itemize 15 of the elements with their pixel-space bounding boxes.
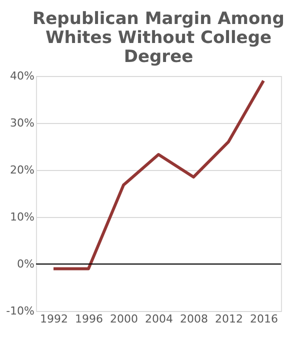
x-tick-label: 1996 — [75, 312, 103, 326]
y-tick-label: -10% — [6, 304, 34, 318]
y-tick-label: 0% — [17, 258, 34, 270]
y-tick-label: 40% — [10, 70, 34, 82]
chart-title: Republican Margin Among Whites Without College Degree — [32, 9, 284, 67]
y-tick-label: 10% — [10, 210, 34, 224]
y-tick-label: 20% — [10, 164, 34, 176]
y-tick-label: 30% — [10, 116, 34, 130]
line-series — [52, 79, 265, 270]
x-tick-label: 2004 — [145, 312, 173, 326]
x-tick-label: 2000 — [110, 312, 138, 326]
x-tick-label: 2012 — [215, 312, 243, 326]
x-tick-label: 1992 — [40, 312, 68, 326]
x-tick-label: 2008 — [180, 312, 208, 326]
x-tick-label: 2016 — [250, 312, 278, 326]
